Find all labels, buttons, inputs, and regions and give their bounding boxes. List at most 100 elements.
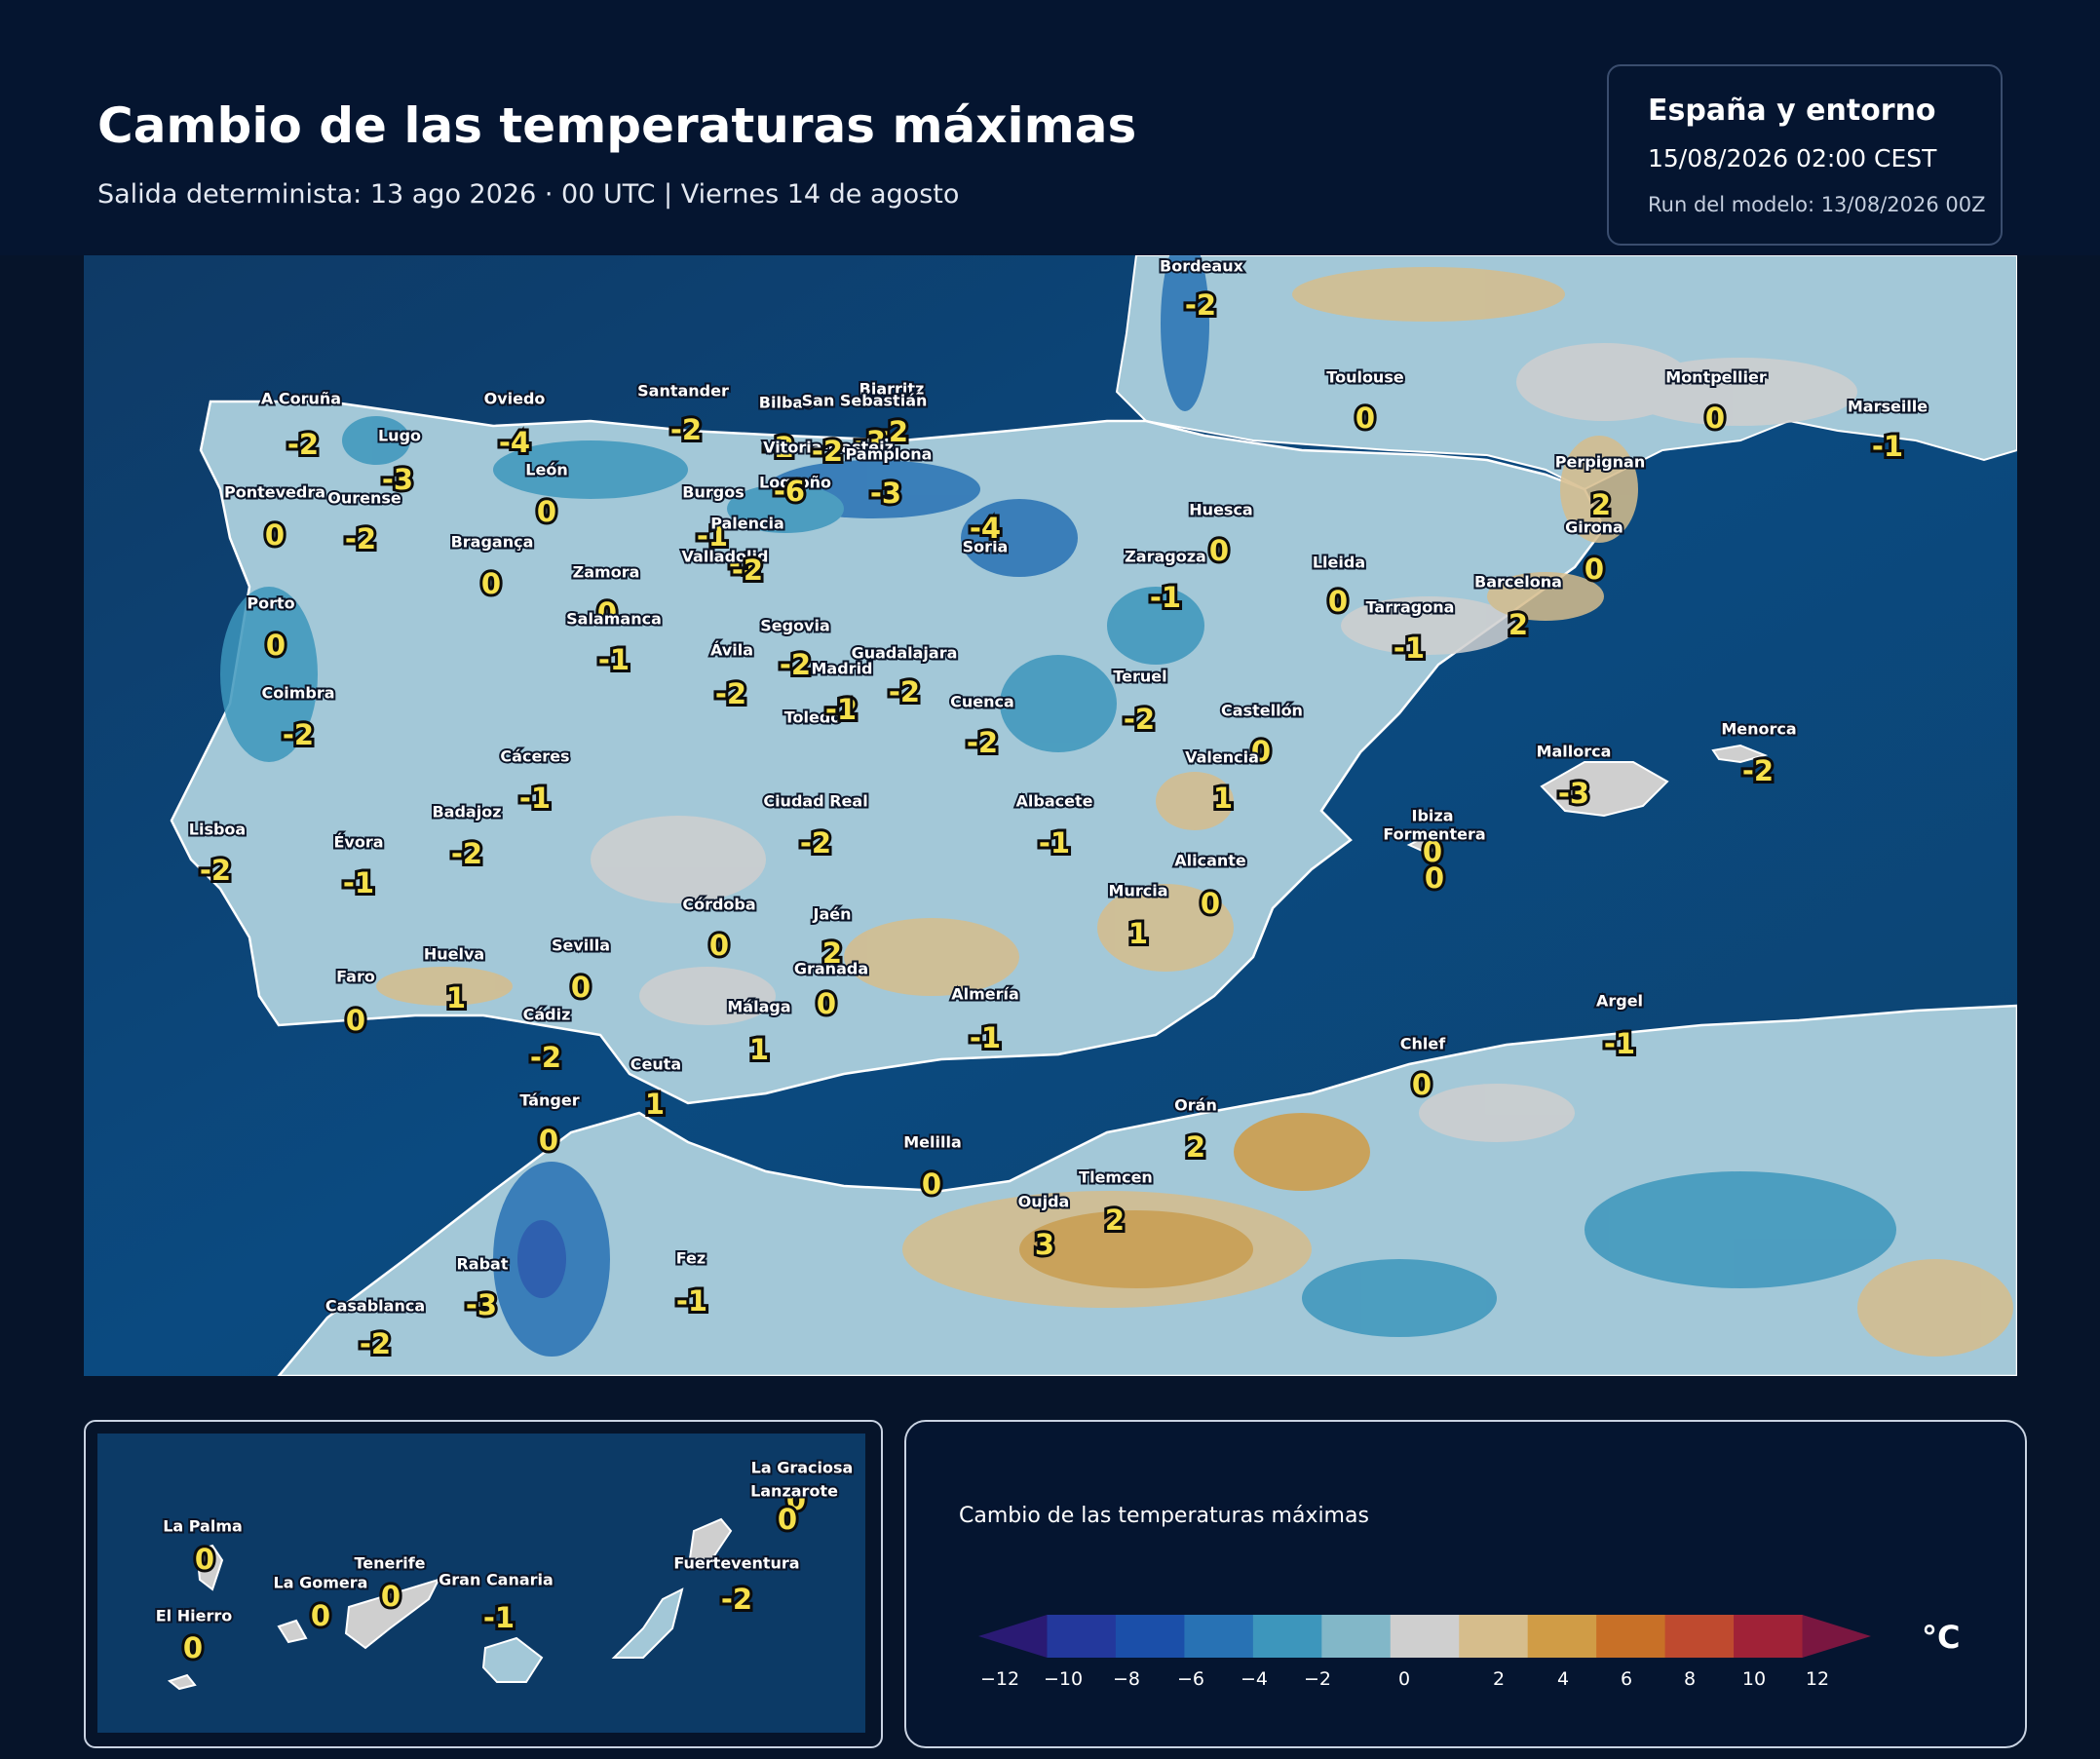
city-value-a-coruna: -2 bbox=[287, 428, 319, 461]
colorbar-segment bbox=[1802, 1615, 1871, 1658]
city-value-porto: 0 bbox=[266, 629, 286, 662]
city-value-rabat: -3 bbox=[466, 1288, 497, 1321]
city-label-coimbra: Coimbra bbox=[261, 684, 334, 703]
city-value-lisboa: -2 bbox=[200, 854, 231, 887]
city-label-tarragona: Tarragona bbox=[1366, 598, 1455, 617]
colorbar-tick-label: 4 bbox=[1557, 1668, 1569, 1690]
header: Cambio de las temperaturas máximas Salid… bbox=[0, 0, 2100, 255]
city-value-tanger: 0 bbox=[539, 1124, 558, 1157]
city-label-alicante: Alicante bbox=[1174, 852, 1246, 870]
colorbar-tick-label: 8 bbox=[1684, 1668, 1696, 1690]
city-label-oujda: Oujda bbox=[1018, 1193, 1070, 1211]
canary-inset[interactable]: La Graciosa 0 Lanzarote 0 La Palma 0 Tenerife 0… bbox=[84, 1420, 883, 1748]
colorbar-tick-label: 12 bbox=[1806, 1668, 1829, 1690]
main-map[interactable]: Bordeaux -2 A Coruña -2 Lugo -3 Oviedo -4 Santan… bbox=[84, 255, 2017, 1376]
colorbar-segment bbox=[1321, 1615, 1392, 1658]
colorbar-tick-label: 10 bbox=[1742, 1668, 1766, 1690]
city-value-montpellier: 0 bbox=[1705, 402, 1725, 435]
page-title: Cambio de las temperaturas máximas bbox=[97, 97, 1137, 154]
city-value-san-sebastian: -3 bbox=[855, 425, 886, 458]
legend-unit: °C bbox=[1922, 1619, 1961, 1656]
city-value-ourense: -2 bbox=[345, 522, 376, 555]
city-value-ceuta: 1 bbox=[645, 1088, 665, 1121]
city-label-teruel: Teruel bbox=[1113, 668, 1166, 686]
info-region: España y entorno bbox=[1648, 94, 1936, 128]
city-value-salamanca: -1 bbox=[598, 643, 630, 676]
colorbar-tick-label: 6 bbox=[1621, 1668, 1632, 1690]
city-label-evora: Évora bbox=[333, 833, 383, 852]
city-label-zaragoza: Zaragoza bbox=[1125, 548, 1206, 566]
city-value-ibiza: 0 bbox=[1423, 835, 1442, 868]
city-label-guadalajara: Guadalajara bbox=[852, 644, 958, 663]
city-label-la-gomera: La Gomera bbox=[274, 1574, 368, 1592]
land-north-africa bbox=[277, 1004, 2017, 1376]
city-value-bilbao: -2 bbox=[763, 431, 794, 464]
colorbar-segment bbox=[1390, 1615, 1460, 1658]
city-label-braganca: Bragança bbox=[451, 533, 534, 552]
land-el-hierro bbox=[167, 1673, 197, 1691]
city-label-malaga: Málaga bbox=[727, 998, 790, 1016]
city-label-santander: Santander bbox=[637, 382, 729, 401]
city-value-pontevedra: 0 bbox=[265, 518, 285, 552]
city-label-barcelona: Barcelona bbox=[1474, 573, 1562, 592]
colorbar-tick-label: −4 bbox=[1241, 1668, 1268, 1690]
city-label-ceuta: Ceuta bbox=[630, 1055, 681, 1074]
city-label-almeria: Almería bbox=[951, 985, 1019, 1004]
city-label-zamora: Zamora bbox=[573, 563, 640, 582]
city-label-cordoba: Córdoba bbox=[682, 896, 755, 914]
city-label-granada: Granada bbox=[794, 960, 868, 978]
city-value-madrid: -2 bbox=[826, 693, 858, 726]
colorbar-segment bbox=[1664, 1615, 1735, 1658]
colorbar-tick-label: 2 bbox=[1493, 1668, 1505, 1690]
city-label-huesca: Huesca bbox=[1189, 501, 1252, 519]
city-label-chlef: Chlef bbox=[1400, 1035, 1446, 1053]
city-label-castellon: Castellón bbox=[1221, 702, 1303, 720]
city-value-cadiz: -2 bbox=[530, 1041, 561, 1074]
city-value-lanzarote: 0 bbox=[778, 1503, 797, 1536]
city-value-la-graciosa: 0 bbox=[786, 1483, 806, 1516]
city-value-ciudad-real: -2 bbox=[800, 826, 831, 860]
city-label-oviedo: Oviedo bbox=[484, 390, 546, 408]
city-label-la-palma: La Palma bbox=[163, 1517, 243, 1536]
city-label-pontevedra: Pontevedra bbox=[224, 483, 325, 502]
city-label-tlemcen: Tlemcen bbox=[1079, 1168, 1153, 1187]
colorbar-tick-label: −8 bbox=[1113, 1668, 1140, 1690]
colorbar-segment bbox=[1047, 1615, 1117, 1658]
colorbar-tick-label: 0 bbox=[1398, 1668, 1410, 1690]
colorbar-segment bbox=[1596, 1615, 1666, 1658]
city-label-mallorca: Mallorca bbox=[1537, 743, 1612, 761]
city-value-almeria: -1 bbox=[970, 1021, 1001, 1054]
city-label-jaen: Jaén bbox=[813, 905, 852, 924]
colorbar-tick-label: −10 bbox=[1044, 1668, 1083, 1690]
city-label-girona: Girona bbox=[1565, 518, 1623, 537]
city-label-faro: Faro bbox=[336, 968, 375, 986]
colorbar-segment bbox=[1734, 1615, 1804, 1658]
colorbar-tick-label: −2 bbox=[1304, 1668, 1331, 1690]
city-value-cordoba: 0 bbox=[709, 929, 729, 962]
city-label-logrono: Logroño bbox=[759, 474, 831, 492]
city-label-ciudad-real: Ciudad Real bbox=[763, 792, 867, 811]
city-label-bilbao: Bilbao bbox=[759, 394, 814, 412]
city-value-tarragona: -1 bbox=[1394, 631, 1425, 665]
city-label-fez: Fez bbox=[676, 1249, 706, 1268]
city-value-jaen: 2 bbox=[822, 937, 842, 970]
city-label-toulouse: Toulouse bbox=[1326, 368, 1404, 387]
city-value-el-hierro: 0 bbox=[183, 1631, 203, 1664]
city-label-menorca: Menorca bbox=[1721, 720, 1796, 739]
city-label-gran-canaria: Gran Canaria bbox=[439, 1571, 554, 1589]
city-label-badajoz: Badajoz bbox=[432, 803, 501, 822]
city-label-formentera: Formentera bbox=[1383, 825, 1485, 844]
city-label-bordeaux: Bordeaux bbox=[1160, 257, 1244, 276]
city-label-perpignan: Perpignan bbox=[1555, 453, 1645, 472]
city-value-toulouse: 0 bbox=[1355, 402, 1375, 435]
city-label-marseille: Marseille bbox=[1848, 398, 1928, 416]
colorbar-segment bbox=[1527, 1615, 1597, 1658]
city-value-cuenca: -2 bbox=[967, 726, 998, 759]
city-label-madrid: Madrid bbox=[812, 660, 873, 678]
city-value-coimbra: -2 bbox=[283, 718, 314, 751]
city-label-oran: Orán bbox=[1174, 1096, 1217, 1115]
city-label-cuenca: Cuenca bbox=[950, 693, 1014, 711]
city-value-huelva: 1 bbox=[446, 981, 466, 1014]
city-value-girona: 0 bbox=[1585, 553, 1604, 586]
city-value-huesca: 0 bbox=[1209, 534, 1229, 567]
